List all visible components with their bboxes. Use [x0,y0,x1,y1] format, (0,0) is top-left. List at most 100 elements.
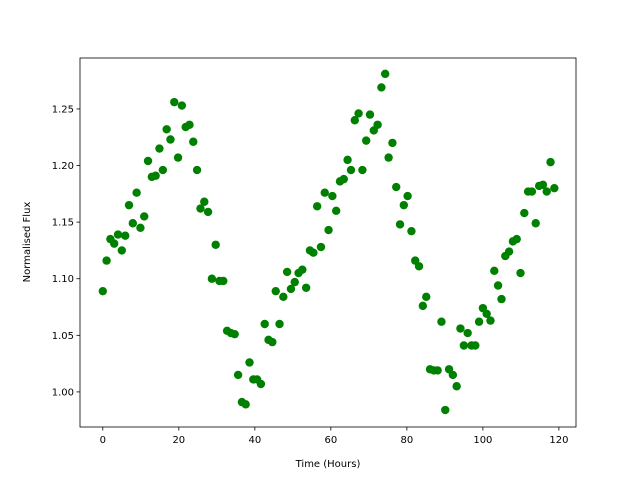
y-tick-label: 1.15 [52,218,74,229]
point [177,101,187,110]
point [456,324,465,333]
point [350,116,359,125]
point [132,188,141,197]
x-tick-label: 100 [473,435,492,446]
point [354,109,363,118]
point [403,191,412,201]
point [110,239,119,248]
point [414,262,424,271]
plot-frame [79,57,577,428]
point [520,208,529,218]
point [531,219,540,228]
point [203,207,213,217]
point [482,309,491,319]
point [192,165,202,175]
point [512,234,521,244]
x-tick-label: 0 [100,435,106,446]
point [320,188,329,197]
x-tick-label: 80 [400,435,413,446]
point [275,319,284,329]
point [399,200,409,210]
point [260,319,269,329]
point [309,248,318,257]
point [324,225,333,235]
point [316,242,326,252]
point [346,165,356,175]
point [422,292,431,302]
point [219,276,228,286]
y-tick-label: 1.20 [52,161,74,172]
point [121,231,130,240]
point [471,341,480,350]
point [128,219,138,228]
x-tick-label: 120 [549,435,568,446]
point [124,200,134,210]
point [395,220,405,229]
point [211,240,220,249]
point [542,187,551,196]
point [170,97,179,107]
y-tick-label: 1.25 [52,104,74,115]
point [358,165,367,175]
point [196,204,205,213]
point [527,187,537,196]
point [233,370,243,380]
point [384,153,393,162]
x-tick-label: 40 [248,435,261,446]
point [301,283,311,292]
point [312,202,322,211]
point [538,180,548,189]
point [486,316,495,325]
point [433,366,442,375]
point [162,125,171,134]
x-tick-label: 60 [324,435,337,446]
point [230,329,239,339]
point [490,266,499,275]
point [504,247,514,256]
point [136,223,145,232]
point [392,182,401,192]
point [185,120,194,129]
point [271,286,280,296]
point [173,153,183,162]
point [452,382,461,391]
point [497,294,506,304]
x-tick-label: 20 [172,435,185,446]
point [418,301,428,311]
point [328,191,337,201]
point [290,277,299,287]
point [463,328,472,338]
point [98,286,108,296]
point [166,135,175,144]
point [102,256,111,265]
point [298,265,307,274]
x-axis-label: Time (Hours) [295,459,361,470]
point [279,292,288,302]
point [286,284,296,294]
point [140,212,149,221]
point [343,155,352,165]
y-tick-label: 1.05 [52,331,74,342]
point [200,197,209,206]
point [158,165,168,175]
point [546,157,555,167]
point [245,358,254,367]
point [189,137,198,146]
point [268,337,277,347]
y-tick-label: 1.00 [52,387,74,398]
point [550,183,559,193]
point [373,120,382,129]
point [407,226,416,236]
point [381,69,390,79]
y-axis-label: Normalised Flux [22,202,33,283]
point [331,206,341,216]
point [437,317,446,326]
point [448,370,458,380]
point [282,267,292,277]
point [155,144,164,153]
point [339,174,348,184]
point [143,156,153,166]
point [151,171,160,180]
point [493,281,503,290]
